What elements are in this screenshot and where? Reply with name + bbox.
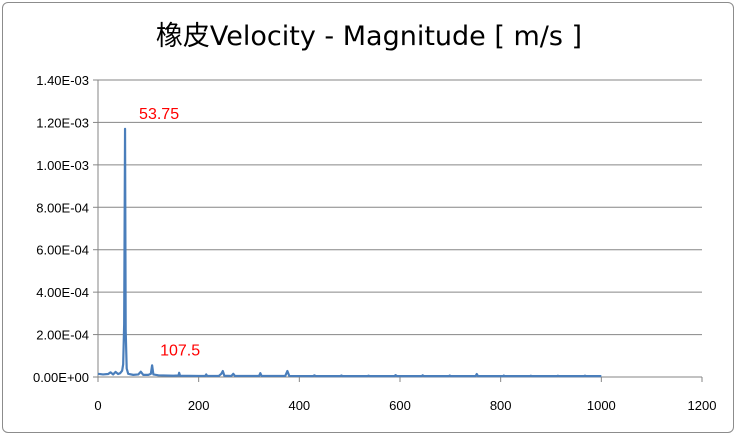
y-tick-label: 1.20E-03 xyxy=(36,115,89,130)
x-tick-label: 0 xyxy=(94,398,101,413)
y-tick-label: 4.00E-04 xyxy=(36,285,89,300)
y-tick-label: 0.00E+00 xyxy=(33,370,89,385)
x-tick-label: 200 xyxy=(188,398,210,413)
y-tick-label: 2.00E-04 xyxy=(36,328,89,343)
x-tick-label: 400 xyxy=(288,398,310,413)
peak-label: 107.5 xyxy=(160,342,200,359)
peak-label: 53.75 xyxy=(139,106,179,123)
x-tick-label: 600 xyxy=(389,398,411,413)
series-line xyxy=(97,127,602,378)
y-tick-label: 8.00E-04 xyxy=(36,200,89,215)
chart-title: 橡皮Velocity - Magnitude [ m/s ] xyxy=(155,21,583,52)
x-tick-label: 800 xyxy=(490,398,512,413)
x-tick-label: 1000 xyxy=(587,398,616,413)
x-tick-label: 1200 xyxy=(688,398,717,413)
y-tick-label: 1.00E-03 xyxy=(36,158,89,173)
y-tick-label: 1.40E-03 xyxy=(36,73,89,88)
y-tick-label: 6.00E-04 xyxy=(36,243,89,258)
